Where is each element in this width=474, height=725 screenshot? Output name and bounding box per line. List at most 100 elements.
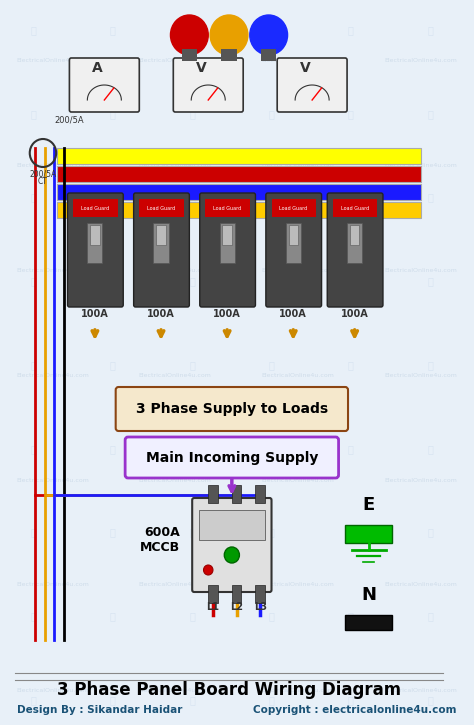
Text: V: V	[300, 61, 310, 75]
Bar	[208, 585, 218, 603]
Circle shape	[203, 565, 213, 575]
Text: 3 Phase Supply to Loads: 3 Phase Supply to Loads	[136, 402, 328, 416]
Bar	[219, 223, 235, 263]
Text: 200/5A: 200/5A	[55, 115, 84, 124]
FancyBboxPatch shape	[134, 193, 189, 307]
FancyBboxPatch shape	[125, 437, 338, 478]
FancyBboxPatch shape	[266, 193, 321, 307]
Bar	[205, 199, 250, 217]
Text: 💡: 💡	[31, 611, 36, 621]
Text: 💡: 💡	[31, 25, 36, 35]
Text: ElectricalOnline4u.com: ElectricalOnline4u.com	[262, 582, 334, 587]
Text: 💡: 💡	[110, 528, 116, 537]
Bar	[221, 49, 237, 61]
Text: L3: L3	[254, 602, 267, 612]
Bar	[154, 223, 169, 263]
Text: 💡: 💡	[427, 109, 433, 119]
Circle shape	[210, 15, 248, 55]
Text: 💡: 💡	[110, 360, 116, 370]
FancyBboxPatch shape	[200, 193, 255, 307]
Bar	[255, 485, 265, 503]
Text: 💡: 💡	[110, 25, 116, 35]
Text: A: A	[92, 61, 103, 75]
Text: 💡: 💡	[269, 444, 274, 454]
Text: L1: L1	[207, 602, 219, 612]
Bar	[345, 615, 392, 630]
Bar	[139, 199, 184, 217]
Text: 💡: 💡	[348, 360, 354, 370]
Text: 💡: 💡	[427, 193, 433, 202]
Text: E: E	[363, 496, 375, 514]
Text: ElectricalOnline4u.com: ElectricalOnline4u.com	[139, 582, 211, 587]
Text: Design By : Sikandar Haidar: Design By : Sikandar Haidar	[17, 705, 182, 715]
Text: 100A: 100A	[279, 309, 307, 319]
Bar	[272, 199, 316, 217]
Bar	[182, 49, 197, 61]
Text: CT: CT	[38, 177, 48, 186]
Text: ElectricalOnline4u.com: ElectricalOnline4u.com	[384, 162, 457, 167]
Text: 100A: 100A	[81, 309, 109, 319]
Text: 💡: 💡	[269, 695, 274, 705]
Text: 💡: 💡	[269, 109, 274, 119]
Text: ElectricalOnline4u.com: ElectricalOnline4u.com	[139, 57, 211, 62]
Bar	[90, 225, 100, 245]
FancyBboxPatch shape	[67, 193, 123, 307]
Bar	[350, 225, 359, 245]
Text: 💡: 💡	[189, 444, 195, 454]
Text: 💡: 💡	[348, 611, 354, 621]
Text: ElectricalOnline4u.com: ElectricalOnline4u.com	[16, 478, 89, 483]
Text: ElectricalOnline4u.com: ElectricalOnline4u.com	[16, 57, 89, 62]
Text: ElectricalOnline4u.com: ElectricalOnline4u.com	[16, 268, 89, 273]
Text: ElectricalOnline4u.com: ElectricalOnline4u.com	[262, 57, 334, 62]
Text: 💡: 💡	[189, 360, 195, 370]
Text: 💡: 💡	[348, 25, 354, 35]
Text: Copyright : electricalonline4u.com: Copyright : electricalonline4u.com	[253, 705, 456, 715]
Text: 💡: 💡	[269, 611, 274, 621]
Text: 💡: 💡	[348, 109, 354, 119]
Text: 💡: 💡	[189, 109, 195, 119]
Text: ElectricalOnline4u.com: ElectricalOnline4u.com	[384, 57, 457, 62]
Text: 💡: 💡	[427, 276, 433, 286]
Text: 💡: 💡	[31, 276, 36, 286]
Text: 💡: 💡	[269, 25, 274, 35]
Text: 💡: 💡	[110, 611, 116, 621]
Text: 💡: 💡	[269, 528, 274, 537]
Text: 💡: 💡	[31, 109, 36, 119]
Text: 💡: 💡	[31, 360, 36, 370]
Bar	[261, 49, 276, 61]
Text: 💡: 💡	[348, 276, 354, 286]
Text: 100A: 100A	[341, 309, 368, 319]
Text: 💡: 💡	[31, 695, 36, 705]
Circle shape	[171, 15, 208, 55]
Text: 💡: 💡	[110, 444, 116, 454]
Text: Load Guard: Load Guard	[81, 205, 109, 210]
Bar	[73, 199, 118, 217]
Text: ElectricalOnline4u.com: ElectricalOnline4u.com	[262, 478, 334, 483]
Text: 💡: 💡	[348, 444, 354, 454]
Text: 💡: 💡	[348, 193, 354, 202]
Bar	[286, 223, 301, 263]
Bar	[199, 510, 265, 540]
Text: 💡: 💡	[110, 276, 116, 286]
Bar	[87, 223, 102, 263]
Bar	[347, 223, 362, 263]
Text: 100A: 100A	[213, 309, 241, 319]
Bar	[232, 485, 241, 503]
Bar	[345, 525, 392, 543]
Text: 💡: 💡	[110, 695, 116, 705]
Text: ElectricalOnline4u.com: ElectricalOnline4u.com	[139, 687, 211, 692]
Text: Load Guard: Load Guard	[213, 205, 241, 210]
Text: 200/5A: 200/5A	[29, 169, 56, 178]
Text: L2: L2	[230, 602, 243, 612]
Bar	[57, 166, 421, 182]
Bar	[57, 184, 421, 200]
Text: ElectricalOnline4u.com: ElectricalOnline4u.com	[139, 373, 211, 378]
FancyBboxPatch shape	[116, 387, 348, 431]
Text: 💡: 💡	[348, 695, 354, 705]
Text: ElectricalOnline4u.com: ElectricalOnline4u.com	[139, 162, 211, 167]
Text: 💡: 💡	[189, 276, 195, 286]
FancyBboxPatch shape	[327, 193, 383, 307]
Text: 💡: 💡	[189, 695, 195, 705]
Text: ElectricalOnline4u.com: ElectricalOnline4u.com	[262, 162, 334, 167]
Text: ElectricalOnline4u.com: ElectricalOnline4u.com	[16, 582, 89, 587]
